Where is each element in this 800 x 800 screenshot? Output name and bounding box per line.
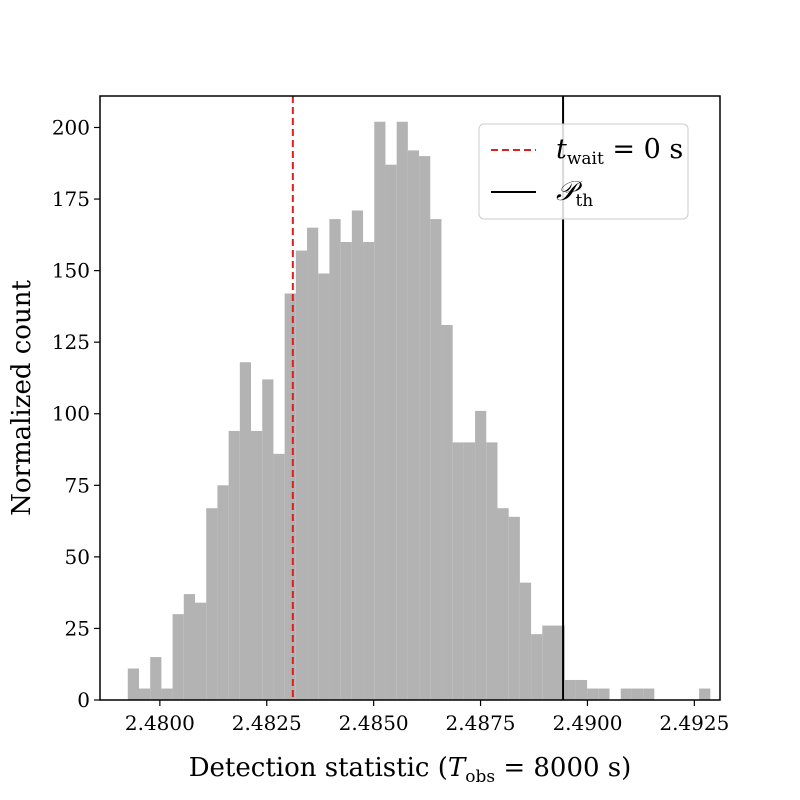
histogram-bar [643,688,655,700]
histogram-bar [430,219,442,701]
histogram-bar [542,625,554,700]
histogram-bar [239,362,252,700]
y-tick-label: 0 [77,688,90,712]
x-axis-label: Detection statistic (Tobs = 8000 s) [189,753,632,787]
y-axis-ticks: 0 25 50 75 100 125 150 175 200 [52,115,100,712]
x-axis-ticks: 2.4800 2.4825 2.4850 2.4875 2.4900 2.4925 [125,700,729,735]
plot-frame [99,95,721,701]
histogram-bar [385,164,397,700]
x-tick-label: 2.4875 [446,711,516,735]
legend-box [478,123,689,220]
histogram-bar [138,688,151,700]
histogram-bar [340,241,352,700]
histogram-bars [127,121,711,701]
y-tick-label: 75 [65,473,90,497]
histogram-bar [475,410,487,700]
histogram-bar [407,150,420,701]
histogram-bar [217,485,229,700]
legend: twait = 0 s 𝒫th [478,123,689,220]
histogram-bar [396,121,408,700]
y-tick-label: 150 [52,259,90,283]
histogram-bar [620,688,632,700]
legend-label-t-wait-sub: wait [567,149,604,169]
histogram-bar [307,227,319,700]
y-tick-label: 100 [52,402,90,426]
histogram-bar [273,453,285,700]
x-axis-label-var: T [448,753,467,783]
y-tick-label: 25 [65,616,90,640]
x-tick-label: 2.4800 [125,711,195,735]
x-tick-label: 2.4850 [339,711,409,735]
legend-label-p-th-sub: th [575,191,593,211]
histogram-bar [575,679,588,700]
histogram-bar [587,688,599,700]
histogram-bar [172,614,184,700]
histogram-bar [318,273,330,700]
histogram-bar [419,156,431,700]
histogram-bar [295,250,308,701]
histogram-bar [531,634,543,700]
histogram-bar [329,219,341,701]
x-axis-label-prefix: Detection statistic ( [189,753,448,783]
y-tick-label: 125 [52,330,90,354]
histogram-bar [206,508,218,700]
histogram-bar [374,121,386,700]
histogram-bar [631,688,644,700]
y-tick-label: 175 [52,187,90,211]
histogram-bar [161,688,173,700]
histogram-bar [463,442,476,700]
histogram-bar [519,582,532,700]
histogram-bar [351,210,364,700]
histogram-bar [564,679,576,700]
histogram-bar [127,668,139,700]
legend-label-t-wait-suffix: = 0 s [604,134,683,165]
histogram-bar [699,688,711,700]
histogram-bar [195,602,207,700]
histogram-bar [251,430,263,700]
histogram-bar [284,293,296,700]
histogram-bar [150,657,162,700]
legend-label-t-wait-symbol: t [556,134,567,165]
x-axis-label-suffix: = 8000 s) [495,753,631,783]
histogram-bar [508,516,520,700]
histogram-bar [486,442,498,700]
x-axis-label-sub: obs [465,767,495,787]
legend-label-t-wait: twait = 0 s [556,134,683,169]
histogram-bar [183,594,196,700]
histogram-bar [553,625,565,700]
x-tick-label: 2.4925 [659,711,729,735]
histogram-bar [598,688,610,700]
y-tick-label: 200 [52,115,90,139]
histogram-bar [228,430,240,700]
y-tick-label: 50 [65,545,90,569]
x-tick-label: 2.4900 [552,711,622,735]
histogram-bar [363,241,375,700]
x-tick-label: 2.4825 [232,711,302,735]
histogram-bar [497,508,509,700]
histogram-bar [262,379,274,700]
histogram-bar [452,442,464,700]
histogram-bar [441,325,453,700]
y-axis-label: Normalized count [7,280,37,516]
